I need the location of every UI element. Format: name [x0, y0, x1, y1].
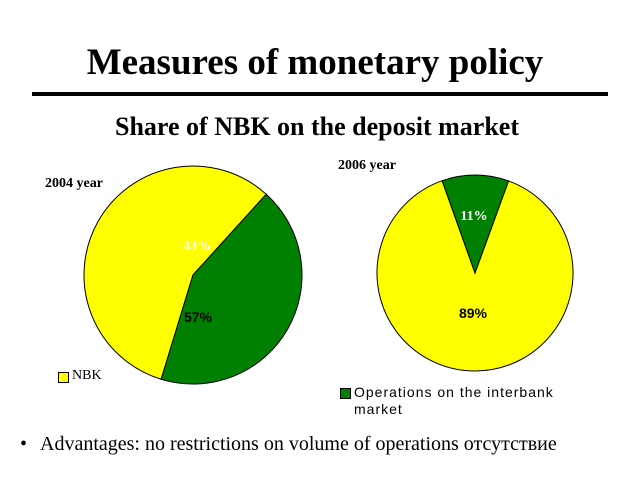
legend-nbk: NBK [58, 368, 102, 384]
pie-2004: 57% 43% [83, 165, 303, 385]
title-divider [32, 92, 608, 96]
pie-2006-slice-nbk [376, 180, 574, 372]
pie-2006: 89% 11% [376, 174, 574, 372]
pie-2006-title: 2006 year [338, 158, 396, 173]
pie-2004-slice-interbank [160, 193, 303, 385]
legend-interbank: Operations on the interbank market [340, 384, 590, 418]
advantages-text: Advantages: no restrictions on volume of… [40, 433, 557, 455]
legend-nbk-swatch [58, 372, 69, 383]
pie-2004-title: 2004 year [45, 176, 103, 191]
pie-2006-label-nbk: 89% [459, 305, 488, 321]
legend-interbank-swatch [340, 388, 351, 399]
pie-2004-label-nbk: 57% [184, 309, 213, 325]
pie-2004-slice-nbk [83, 165, 267, 380]
legend-nbk-label: NBK [72, 368, 102, 383]
advantages-bullet: • Advantages: no restrictions on volume o… [20, 432, 557, 456]
bullet-dot-icon: • [20, 433, 28, 455]
slide-title: Measures of monetary policy [86, 42, 544, 83]
pie-2006-label-interbank: 11% [460, 209, 487, 224]
pie-2004-label-interbank: 43% [183, 239, 211, 254]
pie-2006-slice-interbank [441, 174, 510, 275]
legend-interbank-label: Operations on the interbank market [354, 384, 554, 417]
chart-subtitle: Share of NBK on the deposit market [115, 112, 519, 141]
